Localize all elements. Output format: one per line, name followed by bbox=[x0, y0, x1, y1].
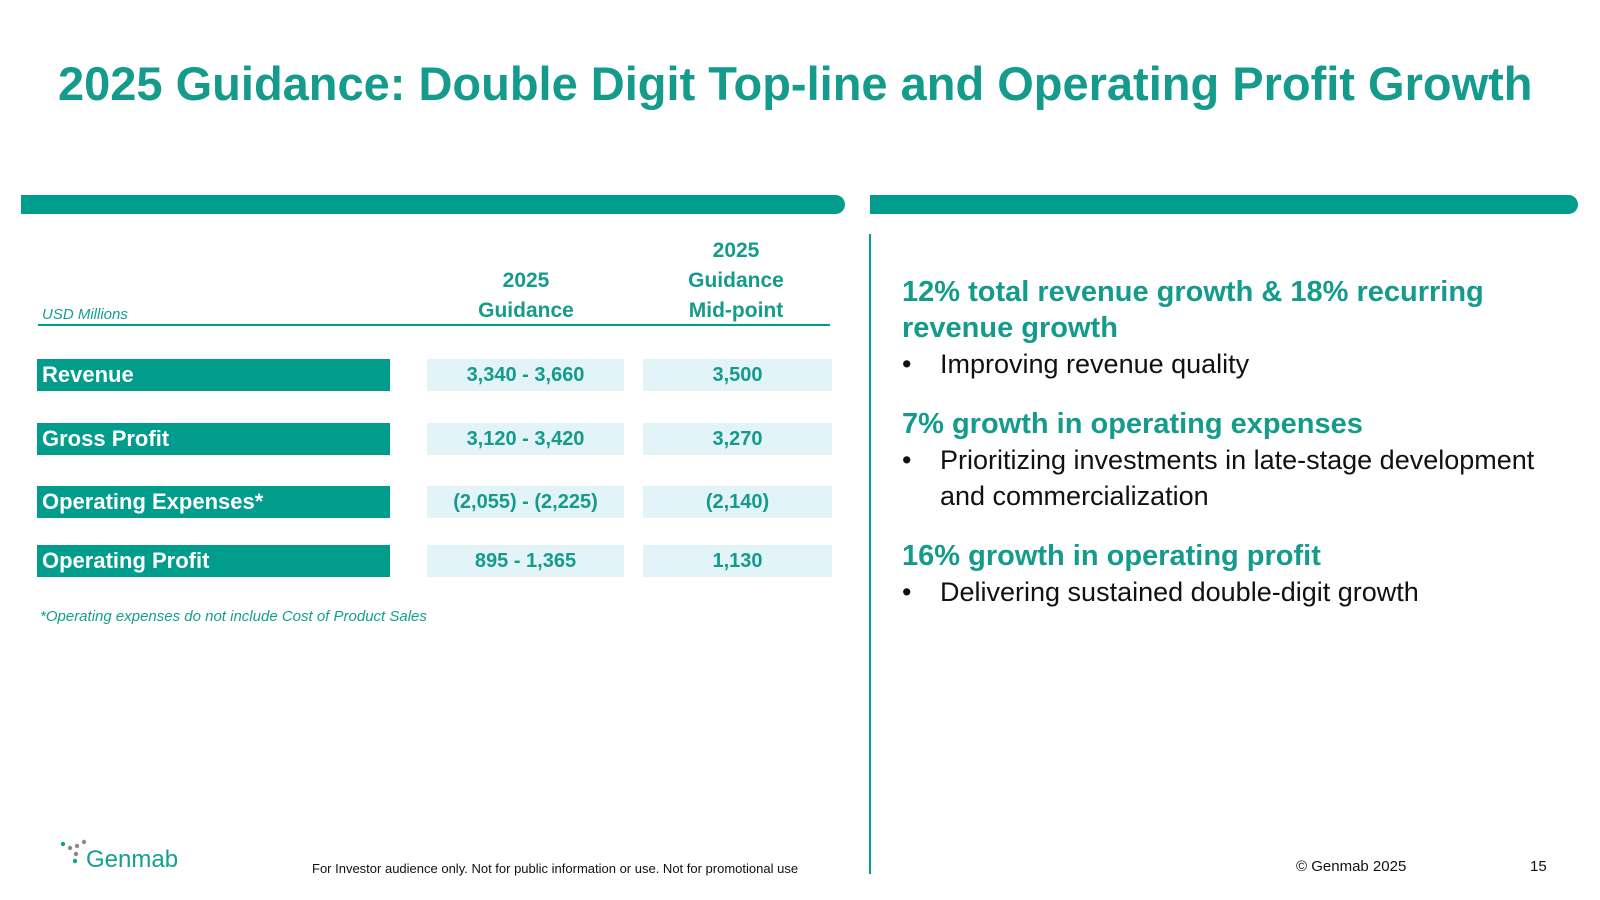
revenue-guidance-cell: 3,340 - 3,660 bbox=[427, 359, 624, 391]
highlight-revenue: 12% total revenue growth & 18% recurring… bbox=[902, 274, 1562, 382]
highlight-heading: 16% growth in operating profit bbox=[902, 540, 1321, 572]
unit-label: USD Millions bbox=[42, 306, 128, 323]
row-label-operating-profit: Operating Profit bbox=[37, 545, 390, 577]
page-number: 15 bbox=[1530, 858, 1547, 875]
table-footnote: *Operating expenses do not include Cost … bbox=[40, 608, 427, 625]
highlight-bullet: • Prioritizing investments in late-stage… bbox=[902, 442, 1562, 514]
midpoint-column-header: 2025 Guidance Mid-point bbox=[656, 236, 816, 326]
highlight-bullet-text: Improving revenue quality bbox=[940, 349, 1250, 379]
revenue-midpoint-cell: 3,500 bbox=[643, 359, 832, 391]
highlight-bullet: • Delivering sustained double-digit grow… bbox=[902, 574, 1562, 610]
left-header-bar bbox=[21, 195, 845, 214]
footer-disclaimer: For Investor audience only. Not for publ… bbox=[312, 861, 799, 876]
genmab-logo: Genmab bbox=[60, 838, 190, 878]
footer-copyright: © Genmab 2025 bbox=[1296, 858, 1407, 875]
bullet-dot: • bbox=[902, 577, 912, 607]
table-header-rule bbox=[38, 324, 830, 326]
gross-profit-midpoint-cell: 3,270 bbox=[643, 423, 832, 455]
logo-mark-icon bbox=[60, 839, 87, 864]
operating-expenses-midpoint-cell: (2,140) bbox=[643, 486, 832, 518]
bullet-dot: • bbox=[902, 445, 912, 475]
right-header-bar bbox=[870, 195, 1578, 214]
highlight-heading: 12% total revenue growth & 18% recurring… bbox=[902, 276, 1484, 344]
highlight-bullet: • Improving revenue quality bbox=[902, 346, 1562, 382]
vertical-divider bbox=[869, 234, 871, 874]
gross-profit-guidance-cell: 3,120 - 3,420 bbox=[427, 423, 624, 455]
midpoint-header-line-3: Mid-point bbox=[688, 299, 784, 322]
bullet-dot: • bbox=[902, 349, 912, 379]
logo-text: Genmab bbox=[86, 846, 179, 873]
highlights-panel: 12% total revenue growth & 18% recurring… bbox=[902, 274, 1562, 634]
guidance-column-header: 2025 Guidance bbox=[446, 266, 606, 326]
highlight-operating-profit: 16% growth in operating profit • Deliver… bbox=[902, 538, 1562, 610]
operating-profit-midpoint-cell: 1,130 bbox=[643, 545, 832, 577]
midpoint-header-line-1: 2025 bbox=[712, 239, 760, 262]
midpoint-header-line-2: Guidance bbox=[688, 269, 784, 292]
row-label-revenue: Revenue bbox=[37, 359, 390, 391]
highlight-opex: 7% growth in operating expenses • Priori… bbox=[902, 406, 1562, 514]
guidance-header-line-1: 2025 bbox=[502, 269, 550, 292]
row-label-gross-profit: Gross Profit bbox=[37, 423, 390, 455]
guidance-header-line-2: Guidance bbox=[478, 299, 574, 322]
operating-profit-guidance-cell: 895 - 1,365 bbox=[427, 545, 624, 577]
highlight-heading: 7% growth in operating expenses bbox=[902, 408, 1363, 440]
slide-title: 2025 Guidance: Double Digit Top-line and… bbox=[58, 57, 1533, 110]
row-label-operating-expenses: Operating Expenses* bbox=[37, 486, 390, 518]
highlight-bullet-text: Delivering sustained double-digit growth bbox=[940, 577, 1419, 607]
operating-expenses-guidance-cell: (2,055) - (2,225) bbox=[427, 486, 624, 518]
highlight-bullet-text: Prioritizing investments in late-stage d… bbox=[940, 445, 1535, 511]
